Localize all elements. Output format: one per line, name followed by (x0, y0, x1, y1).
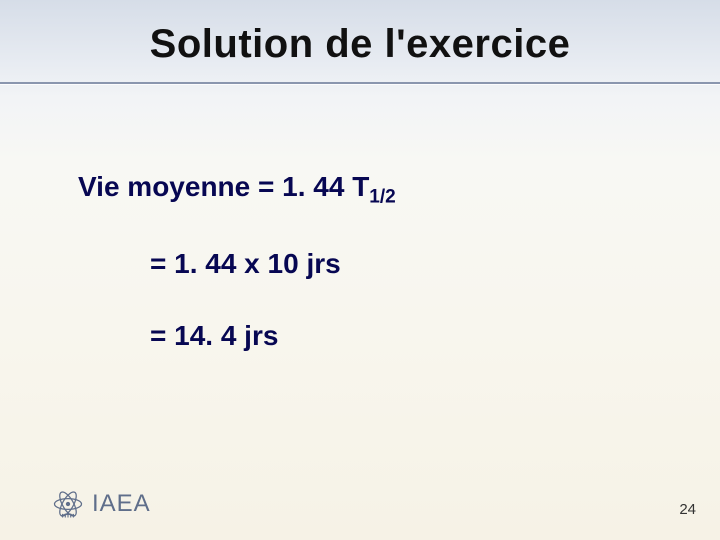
footer: IAEA 24 (0, 470, 720, 540)
equation-line-1-text: Vie moyenne = 1. 44 T (78, 171, 369, 202)
page-number: 24 (679, 501, 696, 518)
org-abbr: IAEA (92, 490, 151, 518)
atom-icon (50, 486, 86, 522)
equation-line-2: = 1. 44 x 10 jrs (150, 247, 680, 281)
title-rule-highlight (0, 84, 720, 85)
slide-title: Solution de l'exercice (0, 22, 720, 67)
equation-line-1: Vie moyenne = 1. 44 T1/2 (78, 170, 680, 209)
title-area: Solution de l'exercice (0, 0, 720, 67)
equation-line-1-subscript: 1/2 (369, 187, 395, 208)
equation-line-3: = 14. 4 jrs (150, 319, 680, 353)
content-area: Vie moyenne = 1. 44 T1/2 = 1. 44 x 10 jr… (78, 170, 680, 353)
org-logo: IAEA (50, 486, 151, 522)
